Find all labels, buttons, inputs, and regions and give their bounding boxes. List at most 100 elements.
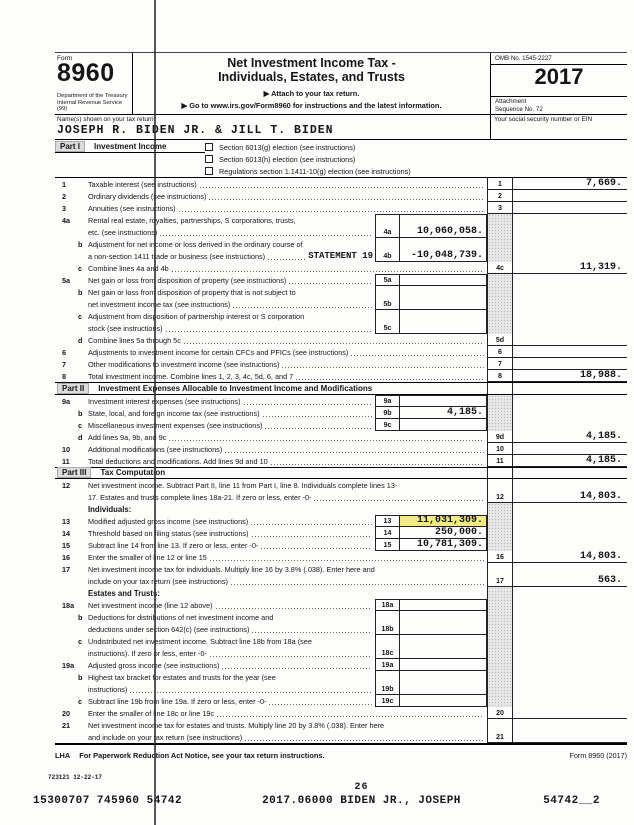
inner-line-number bbox=[375, 214, 399, 226]
right-line-number: 12 bbox=[487, 491, 513, 503]
amount-value bbox=[513, 298, 627, 310]
amount-value bbox=[513, 719, 627, 731]
checkbox-6013g-label: Section 6013(g) election (see instructio… bbox=[219, 142, 356, 152]
line-label: Individuals: bbox=[88, 505, 132, 514]
inner-amount-box bbox=[399, 418, 487, 431]
election-checkboxes: Section 6013(g) election (see instructio… bbox=[205, 140, 627, 177]
line-label: Net investment income tax for individual… bbox=[88, 565, 375, 574]
form-line-row: instructions) 19b bbox=[55, 683, 627, 695]
inner-amount-box bbox=[399, 671, 487, 683]
line-label: Miscellaneous investment expenses (see i… bbox=[88, 420, 263, 430]
amount-value bbox=[513, 322, 627, 334]
dotted-leader bbox=[165, 330, 372, 332]
amount-cell bbox=[513, 383, 627, 394]
line-number bbox=[55, 333, 88, 334]
line-label: Modified adjusted gross income (see inst… bbox=[88, 517, 249, 526]
taxpayer-name: JOSEPH R. BIDEN JR. & JILL T. BIDEN bbox=[57, 124, 334, 137]
line-number: c bbox=[78, 637, 83, 646]
amount-value bbox=[513, 707, 627, 719]
right-line-number: 2 bbox=[487, 190, 513, 202]
inner-amount-box bbox=[399, 298, 487, 310]
inner-line-number: 15 bbox=[375, 539, 399, 551]
form-line-row: and include on your tax return (see inst… bbox=[55, 731, 627, 743]
inner-amount-box bbox=[399, 322, 487, 334]
line-number: b bbox=[78, 240, 83, 249]
right-line-number bbox=[487, 647, 513, 659]
inner-amount-box bbox=[399, 683, 487, 695]
dotted-leader bbox=[199, 186, 484, 188]
line-number bbox=[55, 502, 88, 503]
right-line-number bbox=[487, 563, 513, 575]
form-line-row: 17. Estates and trusts complete lines 18… bbox=[55, 491, 627, 503]
line-number: 7 bbox=[62, 360, 67, 369]
right-line-number bbox=[487, 611, 513, 623]
center-code-block: 26 2017.06000 BIDEN JR., JOSEPH bbox=[223, 782, 500, 807]
form-line-row: c Combine lines 4a and 4b 4c 11,319. bbox=[55, 262, 627, 274]
form-line-row: 2 Ordinary dividends (see instructions) 2 bbox=[55, 190, 627, 202]
form-line-row: b Deductions for distributions of net inv… bbox=[55, 611, 627, 623]
agency-block: Department of the Treasury Internal Reve… bbox=[57, 93, 131, 113]
right-line-number: 6 bbox=[487, 346, 513, 358]
dotted-leader bbox=[217, 715, 484, 717]
line-label: Estates and Trusts: bbox=[88, 589, 160, 598]
part-header-row: Part III Tax Computation bbox=[55, 466, 627, 479]
dotted-leader bbox=[289, 282, 372, 284]
line-number: c bbox=[78, 697, 83, 706]
dotted-leader bbox=[178, 210, 484, 212]
amount-value bbox=[513, 635, 627, 647]
right-line-number bbox=[487, 671, 513, 683]
inner-line-number bbox=[375, 611, 399, 623]
amount-value bbox=[513, 274, 627, 286]
line-number: c bbox=[78, 264, 83, 273]
form-line-row: c Miscellaneous investment expenses (see … bbox=[55, 418, 627, 431]
line-number bbox=[55, 261, 88, 262]
line-number bbox=[55, 742, 88, 743]
line-number: 10 bbox=[62, 444, 71, 454]
right-line-number bbox=[487, 286, 513, 298]
right-line-number bbox=[487, 623, 513, 635]
goto-note: ▶ Go to www.irs.gov/Form8960 for instruc… bbox=[181, 100, 442, 110]
checkbox-1411-10g-label: Regulations section 1.1411-10(g) electio… bbox=[219, 166, 411, 176]
right-line-number: 10 bbox=[487, 442, 513, 455]
dotted-leader bbox=[130, 691, 372, 693]
checkbox-6013h bbox=[205, 155, 213, 163]
right-line-number bbox=[487, 719, 513, 731]
line-number: 18a bbox=[62, 601, 75, 610]
line-number: c bbox=[78, 312, 83, 321]
amount-value bbox=[513, 407, 627, 419]
line-label: Annuities (see instructions) bbox=[88, 204, 176, 213]
form-line-row: 11 Total deductions and modifications. Ad… bbox=[55, 454, 627, 467]
line-label: instructions). If zero or less, enter -0… bbox=[88, 649, 207, 658]
line-number bbox=[55, 586, 88, 587]
amount-value: 14,803. bbox=[513, 551, 627, 563]
line-label: Other modifications to investment income… bbox=[88, 360, 280, 369]
inner-line-number: 4b bbox=[375, 250, 399, 262]
form-header: Form 8960 Department of the Treasury Int… bbox=[55, 52, 627, 115]
form-line-row: 18a Net investment income (line 12 above)… bbox=[55, 599, 627, 611]
part-title: Investment Expenses Allocable to Investm… bbox=[98, 383, 373, 393]
client-code: 2017.06000 BIDEN JR., JOSEPH bbox=[262, 795, 461, 807]
dotted-leader bbox=[243, 402, 372, 405]
part1-title-block: Part I Investment Income bbox=[55, 140, 205, 177]
dotted-leader bbox=[230, 583, 484, 585]
right-line-number bbox=[487, 635, 513, 647]
line-number: 8 bbox=[62, 372, 67, 381]
form-line-row: include on your tax return (see instruct… bbox=[55, 575, 627, 587]
right-line-number: 8 bbox=[487, 370, 513, 382]
inner-amount-box bbox=[399, 310, 487, 322]
form-line-row: 7 Other modifications to investment incom… bbox=[55, 358, 627, 370]
form-number: 8960 bbox=[57, 59, 115, 87]
line-label: a non-section 1411 trade or business (se… bbox=[88, 252, 266, 261]
taxpayer-row: Name(s) shown on your tax return JOSEPH … bbox=[55, 115, 627, 140]
line-number: 9a bbox=[62, 396, 71, 406]
inner-line-number bbox=[375, 310, 399, 322]
ssn-label: Your social security number or EIN bbox=[494, 116, 593, 123]
form-lines-table: 1 Taxable interest (see instructions) 1 7,6… bbox=[55, 177, 627, 745]
line-number: 16 bbox=[62, 553, 71, 562]
form-line-row: 19a Adjusted gross income (see instructio… bbox=[55, 659, 627, 671]
amount-value bbox=[513, 647, 627, 659]
inner-line-number: 19c bbox=[375, 695, 399, 707]
inner-amount-box: 10,781,309. bbox=[399, 539, 487, 551]
form-line-row: b Highest tax bracket for estates and tru… bbox=[55, 671, 627, 683]
